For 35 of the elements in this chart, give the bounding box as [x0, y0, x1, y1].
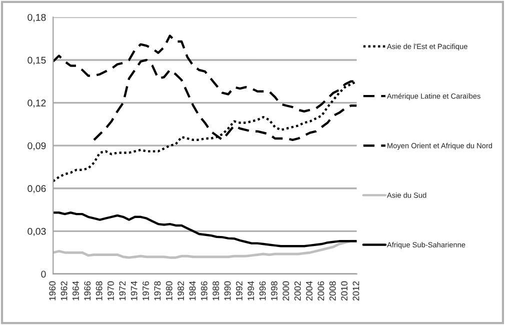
- x-tick-label: 2000: [282, 281, 290, 301]
- x-tick-label: 2002: [294, 281, 301, 301]
- x-tick-label: 1970: [108, 281, 114, 300]
- x-tick-label: 1994: [248, 281, 254, 300]
- x-tick-label: 2008: [329, 281, 336, 301]
- x-tick-label: 1966: [84, 281, 91, 300]
- x-tick-label: 1980: [166, 281, 172, 300]
- x-tick-label: 1996: [259, 281, 266, 300]
- x-tick-label: 2006: [318, 281, 324, 301]
- x-tick-label: 1972: [119, 281, 126, 300]
- x-tick-label: 1982: [178, 281, 184, 300]
- x-tick-label: 1998: [271, 281, 278, 300]
- x-tick-label: 1964: [72, 281, 79, 300]
- y-tick-label: 0: [41, 270, 46, 278]
- y-tick-label: 0,06: [28, 185, 46, 194]
- x-tick-label: 1974: [130, 281, 138, 300]
- x-tick-label: 1976: [142, 281, 149, 300]
- x-tick-label: 1960: [49, 281, 56, 300]
- x-tick-label: 1988: [212, 281, 220, 300]
- x-tick-label: 1986: [200, 281, 208, 300]
- y-tick-label: 0,03: [28, 228, 46, 236]
- x-tick-label: 2010: [341, 281, 348, 301]
- x-tick-label: 1962: [60, 281, 68, 300]
- x-tick-label: 2012: [352, 281, 360, 301]
- y-tick-label: 0,18: [28, 14, 46, 22]
- x-tick-label: 1984: [189, 281, 196, 300]
- x-tick-label: 2004: [306, 281, 312, 301]
- y-tick-label: 0,15: [28, 56, 46, 65]
- line-series: [53, 212, 357, 248]
- y-tick-label: 0,09: [28, 142, 46, 150]
- x-tick-label: 1992: [236, 281, 242, 300]
- y-tick-label: 0,12: [28, 100, 46, 108]
- x-tick-label: 1990: [224, 281, 231, 300]
- x-tick-label: 1978: [154, 281, 161, 300]
- x-tick-label: 1968: [96, 281, 102, 300]
